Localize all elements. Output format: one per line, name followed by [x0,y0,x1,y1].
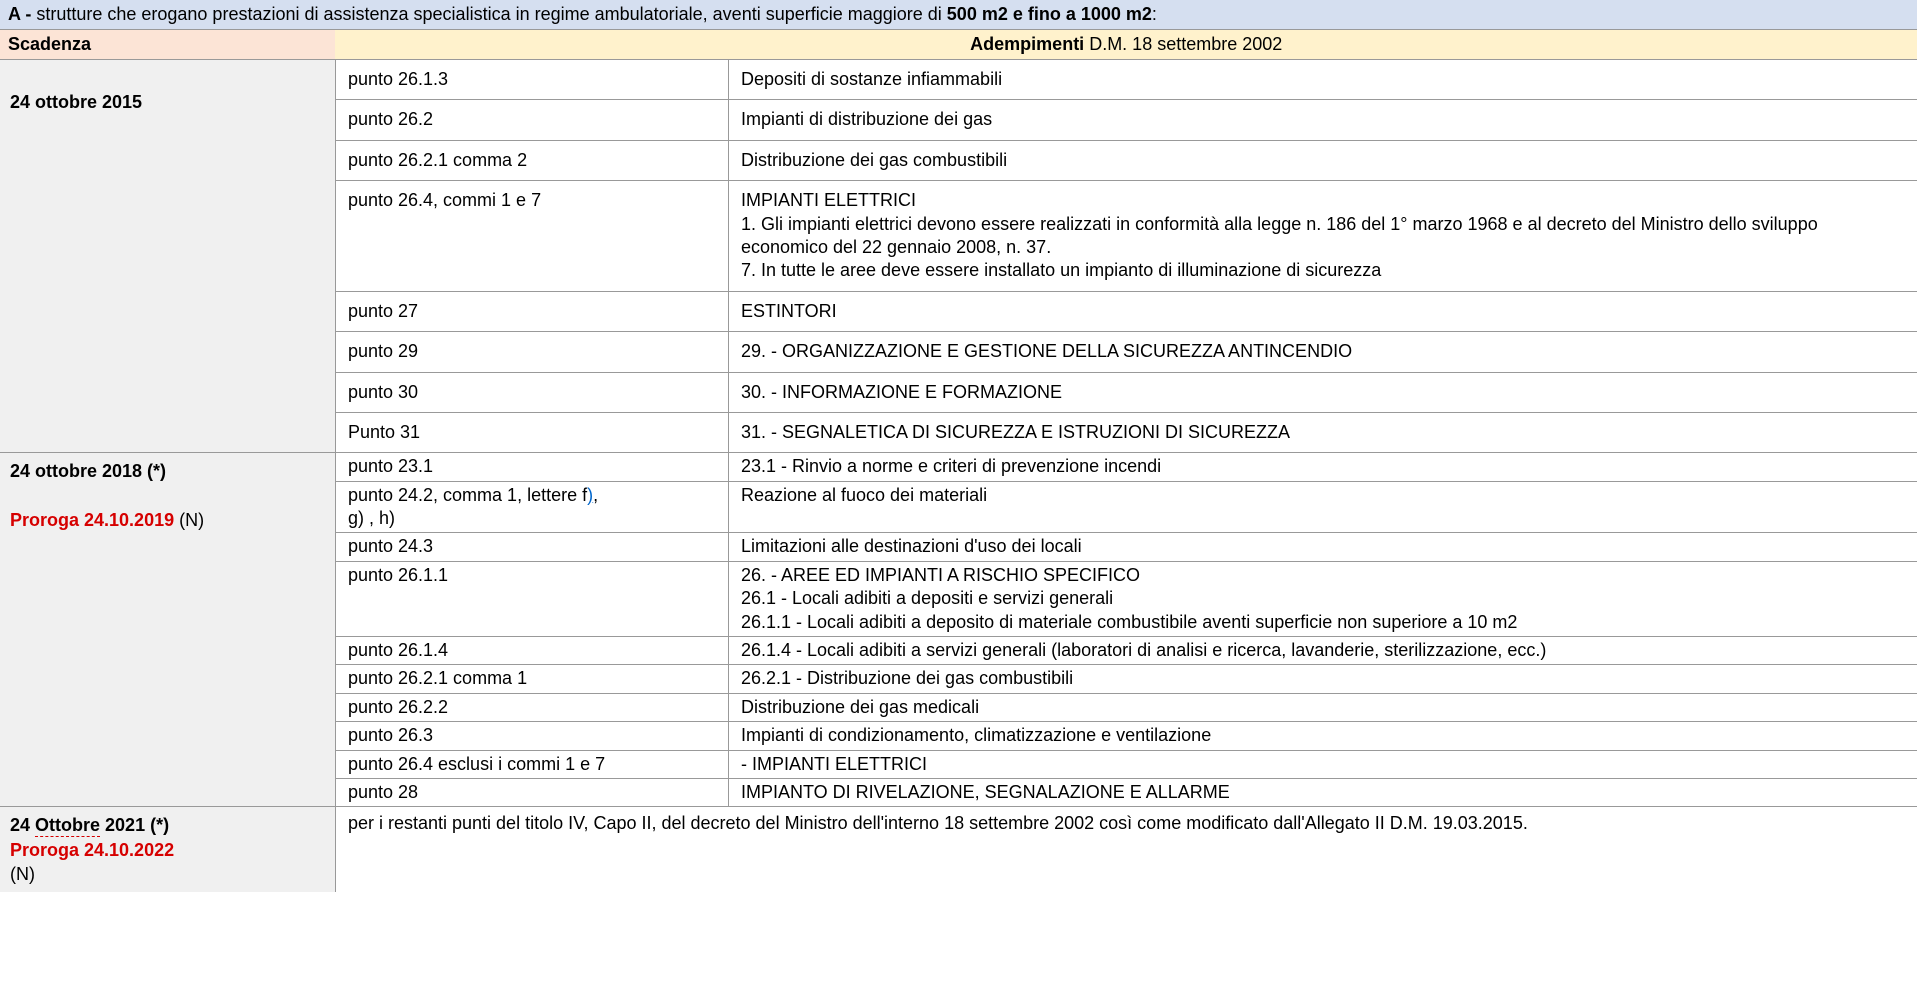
header-adempimenti-bold: Adempimenti [970,34,1084,54]
desc-cell: per i restanti punti del titolo IV, Capo… [335,807,1917,892]
desc-cell: 26. - AREE ED IMPIANTI A RISCHIO SPECIFI… [728,561,1917,636]
proroga-text: Proroga 24.10.2022 [10,840,174,860]
desc-cell: Distribuzione dei gas combustibili [728,140,1917,180]
punto-cell: Punto 31 [335,412,728,452]
desc-cell: IMPIANTI ELETTRICI 1. Gli impianti elett… [728,181,1917,292]
scadenza-date: 24 ottobre 2018 (*) [10,461,166,481]
title-suffix: : [1152,4,1157,24]
punto-cell: punto 26.2.1 comma 2 [335,140,728,180]
desc-cell: - IMPIANTI ELETTRICI [728,750,1917,778]
punto-cell: punto 29 [335,332,728,372]
desc-cell: 26.2.1 - Distribuzione dei gas combustib… [728,665,1917,693]
compliance-table: A - strutture che erogano prestazioni di… [0,0,1917,892]
desc-cell: 30. - INFORMAZIONE E FORMAZIONE [728,372,1917,412]
title-row: A - strutture che erogano prestazioni di… [0,0,1917,30]
desc-cell: Limitazioni alle destinazioni d'uso dei … [728,533,1917,561]
punto-cell: punto 24.3 [335,533,728,561]
punto-pre: punto 24.2, comma 1, lettere f [348,485,587,505]
desc-cell: Impianti di condizionamento, climatizzaz… [728,722,1917,750]
desc-cell: ESTINTORI [728,291,1917,331]
scad-ott: Ottobre [35,815,100,837]
table-row: 24 Ottobre 2021 (*) Proroga 24.10.2022 (… [0,807,1917,892]
proroga-n: (N) [174,510,204,530]
punto-cell: punto 23.1 [335,453,728,481]
proroga-text: Proroga 24.10.2019 [10,510,174,530]
scad-post: 2021 (*) [100,815,169,835]
desc-cell: 31. - SEGNALETICA DI SICUREZZA E ISTRUZI… [728,412,1917,452]
scadenza-cell: 24 Ottobre 2021 (*) Proroga 24.10.2022 (… [0,807,335,892]
punto-cell: punto 26.2 [335,100,728,140]
header-row: Scadenza Adempimenti D.M. 18 settembre 2… [0,30,1917,60]
header-adempimenti-rest: D.M. 18 settembre 2002 [1084,34,1282,54]
desc-cell: Distribuzione dei gas medicali [728,693,1917,721]
desc-cell: Depositi di sostanze infiammabili [728,60,1917,100]
header-scadenza: Scadenza [0,30,335,60]
scad-pre: 24 [10,815,35,835]
desc-cell: 29. - ORGANIZZAZIONE E GESTIONE DELLA SI… [728,332,1917,372]
punto-cell: punto 26.3 [335,722,728,750]
scadenza-date: 24 ottobre 2015 [10,92,142,112]
title-size: 500 m2 e fino a 1000 m2 [947,4,1152,24]
punto-comma: , [593,485,598,505]
punto-cell: punto 24.2, comma 1, lettere f), g) , h) [335,481,728,533]
punto-cell: punto 26.1.1 [335,561,728,636]
punto-cell: punto 26.2.2 [335,693,728,721]
header-adempimenti: Adempimenti D.M. 18 settembre 2002 [335,30,1917,60]
table-row: 24 ottobre 2018 (*) Proroga 24.10.2019 (… [0,453,1917,481]
punto-cell: punto 26.1.4 [335,637,728,665]
punto-cell: punto 28 [335,778,728,806]
proroga-n: (N) [10,864,35,884]
desc-cell: Reazione al fuoco dei materiali [728,481,1917,533]
punto-cell: punto 30 [335,372,728,412]
desc-cell: Impianti di distribuzione dei gas [728,100,1917,140]
punto-cell: punto 26.4, commi 1 e 7 [335,181,728,292]
punto-cell: punto 26.1.3 [335,60,728,100]
desc-cell: 26.1.4 - Locali adibiti a servizi genera… [728,637,1917,665]
desc-cell: 23.1 - Rinvio a norme e criteri di preve… [728,453,1917,481]
title-mid: strutture che erogano prestazioni di ass… [36,4,946,24]
scadenza-cell: 24 ottobre 2018 (*) Proroga 24.10.2019 (… [0,453,335,807]
punto-post: g) , h) [348,508,395,528]
punto-cell: punto 26.4 esclusi i commi 1 e 7 [335,750,728,778]
punto-cell: punto 27 [335,291,728,331]
table-row: 24 ottobre 2015 punto 26.1.3 Depositi di… [0,60,1917,100]
desc-cell: IMPIANTO DI RIVELAZIONE, SEGNALAZIONE E … [728,778,1917,806]
title-prefix: A - [8,4,36,24]
scadenza-cell: 24 ottobre 2015 [0,60,335,453]
punto-cell: punto 26.2.1 comma 1 [335,665,728,693]
